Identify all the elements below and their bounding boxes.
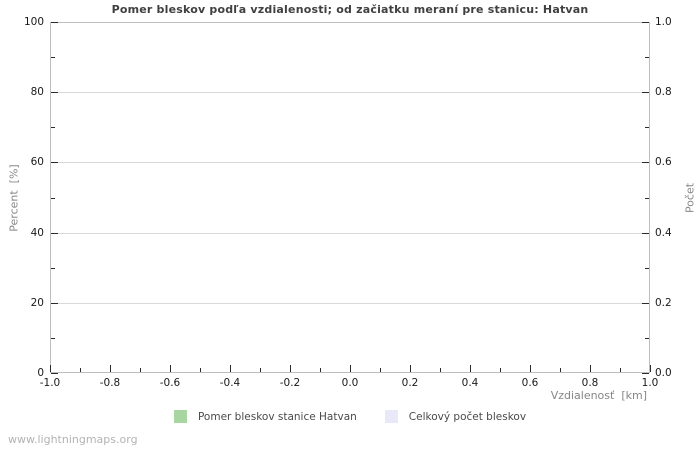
x-tick-major xyxy=(410,365,411,372)
y-tick-major-left xyxy=(51,233,58,234)
x-tick-major xyxy=(590,365,591,372)
y-tick-label-right: 0.4 xyxy=(655,227,672,239)
y-tick-minor-right xyxy=(645,338,649,339)
y-tick-major-right xyxy=(642,373,649,374)
x-tick-major xyxy=(470,365,471,372)
x-tick-label: 1.0 xyxy=(641,377,659,389)
y-tick-minor-right xyxy=(645,198,649,199)
y-tick-label-right: 0.0 xyxy=(655,367,672,379)
x-tick-minor xyxy=(620,368,621,372)
y-tick-minor-left xyxy=(51,127,55,128)
y-axis-label-left: Percent [%] xyxy=(7,164,21,232)
chart-title: Pomer bleskov podľa vzdialenosti; od zač… xyxy=(111,3,589,16)
y-tick-minor-left xyxy=(51,198,55,199)
x-tick-minor xyxy=(80,368,81,372)
y-tick-label-right: 0.2 xyxy=(655,297,672,309)
y-tick-major-right xyxy=(642,22,649,23)
h-gridline xyxy=(51,233,649,234)
y-tick-label-left: 60 xyxy=(30,156,44,168)
x-tick-minor xyxy=(380,368,381,372)
x-tick-minor xyxy=(140,368,141,372)
plot-area xyxy=(50,22,650,373)
y-axis-label-right: Počet xyxy=(683,182,697,214)
x-tick-major xyxy=(290,365,291,372)
y-tick-label-right: 1.0 xyxy=(655,16,672,28)
x-tick-label: 0.0 xyxy=(341,377,359,389)
x-tick-minor xyxy=(200,368,201,372)
x-tick-major xyxy=(170,365,171,372)
x-tick-label: -1.0 xyxy=(39,377,61,389)
x-tick-minor xyxy=(440,368,441,372)
y-tick-label-left: 80 xyxy=(30,86,44,98)
legend-label-station-ratio: Pomer bleskov stanice Hatvan xyxy=(197,410,357,423)
y-tick-major-left xyxy=(51,373,58,374)
x-axis-label: Vzdialenosť [km] xyxy=(550,389,647,402)
x-tick-major xyxy=(110,365,111,372)
x-tick-minor xyxy=(260,368,261,372)
y-tick-major-left xyxy=(51,303,58,304)
watermark-link[interactable]: www.lightningmaps.org xyxy=(8,433,138,446)
y-tick-major-left xyxy=(51,92,58,93)
y-tick-major-right xyxy=(642,233,649,234)
h-gridline xyxy=(51,162,649,163)
legend-swatch-total-count xyxy=(384,410,398,423)
y-tick-label-left: 20 xyxy=(30,297,44,309)
x-tick-minor xyxy=(320,368,321,372)
y-tick-minor-left xyxy=(51,57,55,58)
x-tick-major xyxy=(650,365,651,372)
h-gridline xyxy=(51,303,649,304)
y-tick-label-left: 0 xyxy=(37,367,44,379)
h-gridline xyxy=(51,92,649,93)
y-tick-major-right xyxy=(642,303,649,304)
legend: Pomer bleskov stanice Hatvan Celkový poč… xyxy=(0,410,700,423)
y-tick-major-right xyxy=(642,162,649,163)
y-tick-major-left xyxy=(51,162,58,163)
x-tick-label: -0.8 xyxy=(99,377,121,389)
legend-swatch-station-ratio xyxy=(173,410,187,423)
x-tick-major xyxy=(350,365,351,372)
x-tick-major xyxy=(530,365,531,372)
y-tick-minor-right xyxy=(645,127,649,128)
y-tick-label-left: 100 xyxy=(23,16,44,28)
y-tick-label-right: 0.6 xyxy=(655,156,672,168)
y-tick-major-right xyxy=(642,92,649,93)
x-tick-label: -0.6 xyxy=(159,377,181,389)
x-tick-label: 0.2 xyxy=(401,377,419,389)
x-tick-major xyxy=(50,365,51,372)
legend-item-station-ratio: Pomer bleskov stanice Hatvan xyxy=(173,410,357,423)
x-tick-label: 0.4 xyxy=(461,377,479,389)
y-tick-label-left: 40 xyxy=(30,227,44,239)
x-tick-label: 0.6 xyxy=(521,377,539,389)
y-tick-minor-right xyxy=(645,57,649,58)
y-tick-label-right: 0.8 xyxy=(655,86,672,98)
y-tick-minor-left xyxy=(51,268,55,269)
x-tick-minor xyxy=(500,368,501,372)
x-tick-major xyxy=(230,365,231,372)
y-tick-minor-right xyxy=(645,268,649,269)
x-tick-minor xyxy=(560,368,561,372)
x-tick-label: -0.2 xyxy=(279,377,301,389)
legend-label-total-count: Celkový počet bleskov xyxy=(408,410,527,423)
legend-item-total-count: Celkový počet bleskov xyxy=(384,410,527,423)
y-tick-major-left xyxy=(51,22,58,23)
x-tick-label: 0.8 xyxy=(581,377,599,389)
x-tick-label: -0.4 xyxy=(219,377,241,389)
y-tick-minor-left xyxy=(51,338,55,339)
